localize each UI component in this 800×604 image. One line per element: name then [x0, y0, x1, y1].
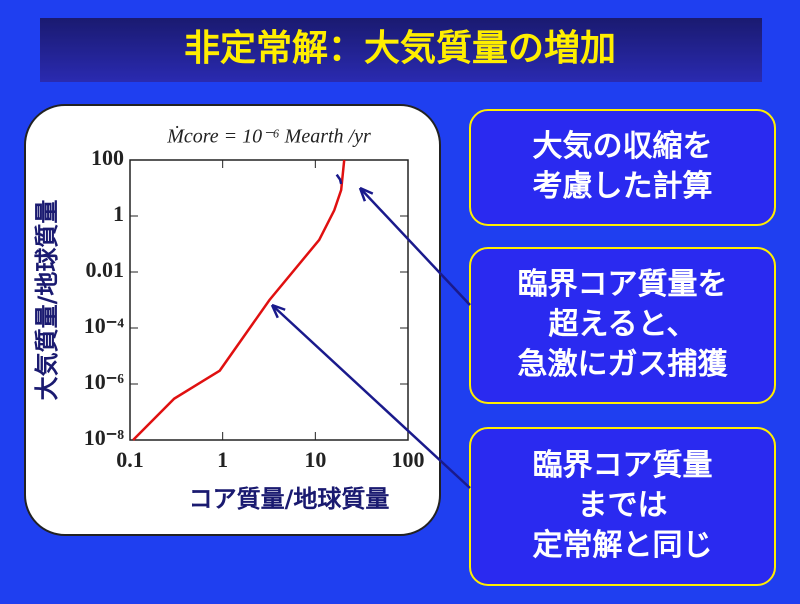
y-axis-label: 大気質量/地球質量 — [33, 200, 61, 401]
y-tick-label: 0.01 — [86, 257, 125, 282]
arrow-head — [358, 186, 374, 202]
title-banner — [40, 18, 762, 82]
x-tick-label: 0.1 — [116, 447, 144, 472]
arrow — [271, 304, 471, 489]
y-tick-label: 100 — [91, 145, 124, 170]
data-line — [132, 159, 346, 441]
callout-text: 急激にガス捕獲 — [518, 347, 729, 382]
callout-text: 考慮した計算 — [533, 169, 713, 204]
callout-text: 定常解と同じ — [533, 528, 713, 563]
chart-title: Ṁcore = 10⁻⁶ Mearth /yr — [166, 125, 371, 148]
callout-box — [469, 109, 776, 226]
callout-box — [469, 247, 776, 404]
chart-panel — [24, 104, 441, 536]
x-tick-label: 10 — [304, 447, 326, 472]
callout-box — [469, 427, 776, 586]
slide-title: 非定常解：大気質量の増加 — [184, 27, 616, 69]
y-tick-label: 10⁻⁶ — [84, 369, 125, 394]
x-axis-label: コア質量/地球質量 — [189, 485, 390, 513]
callout-text: までは — [578, 488, 668, 523]
y-tick-label: 1 — [113, 201, 124, 226]
callout-text: 超えると、 — [549, 307, 697, 342]
arrow — [359, 187, 471, 306]
arrow-head — [270, 303, 286, 319]
callout-text: 大気の収縮を — [533, 129, 713, 164]
y-tick-label: 10⁻⁴ — [84, 313, 125, 338]
callout-text: 臨界コア質量を — [518, 267, 728, 302]
x-tick-label: 100 — [392, 447, 425, 472]
x-tick-label: 1 — [217, 447, 228, 472]
y-tick-label: 10⁻⁸ — [84, 425, 125, 450]
plot-frame — [129, 159, 409, 441]
callout-text: 臨界コア質量 — [533, 448, 713, 483]
data-line — [335, 173, 343, 185]
